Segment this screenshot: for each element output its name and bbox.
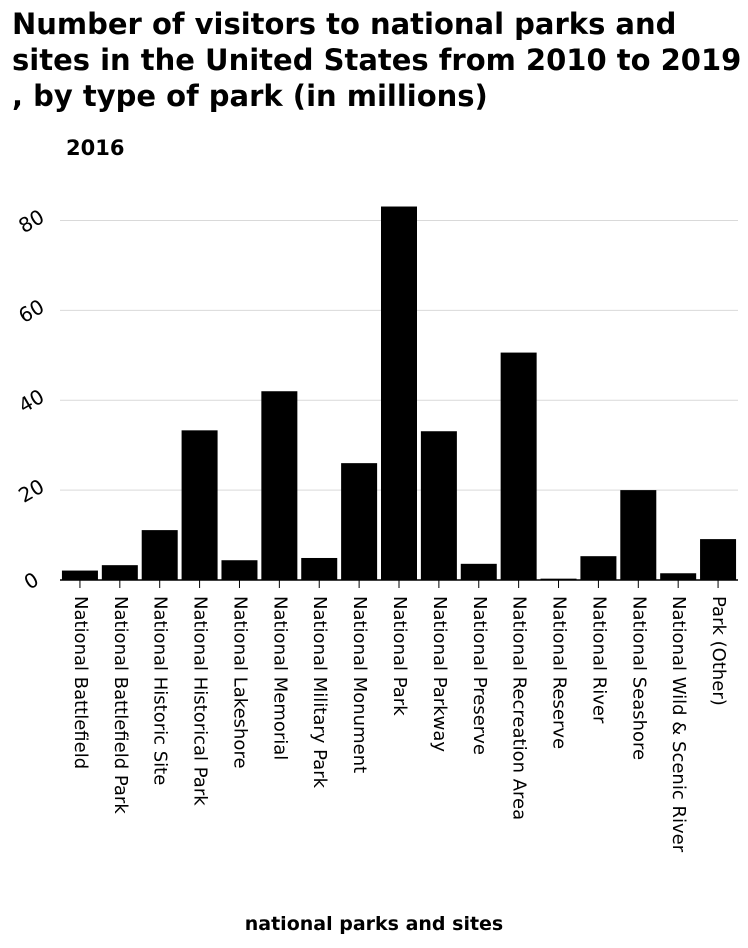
x-tick-label: National Monument [349,596,370,773]
bar [181,430,218,580]
y-tick-label: 20 [14,474,48,508]
x-tick-label: National Seashore [628,596,649,760]
bar [221,560,258,580]
x-tick-label: National Wild & Scenic River [668,596,689,853]
x-tick-label: National Parkway [429,596,450,752]
bar [341,463,378,580]
x-tick-label: National Military Park [309,596,330,789]
bar [61,570,98,580]
bar [500,352,537,580]
bar [381,206,417,581]
x-tick-label: National Battlefield [70,596,91,769]
y-tick-label: 40 [14,384,48,418]
x-tick-label: National Historic Site [150,596,171,785]
x-tick-label: National Battlefield Park [110,596,131,814]
y-tick-label: 0 [20,567,43,594]
bar [700,539,737,580]
x-tick-label: National Historical Park [190,596,211,806]
bar [460,563,497,580]
chart-title: Number of visitors to national parks and… [12,7,742,113]
bar [580,556,617,580]
chart-subtitle: 2016 [66,136,125,160]
bar [101,565,138,580]
x-tick-label: Park (Other) [708,596,729,706]
x-axis [60,579,738,588]
bar [660,573,697,580]
bar [141,530,178,580]
x-tick-label: National Recreation Area [509,596,530,820]
y-tick-label: 80 [14,204,48,238]
x-axis-ticks: National Battlefield National Battlefield… [70,596,729,853]
x-tick-label: National Lakeshore [229,596,250,769]
bar [301,557,338,580]
x-tick-label: National Park [389,596,410,716]
x-tick-label: National Preserve [469,596,490,755]
bar [620,490,657,580]
x-tick-label: National Memorial [269,596,290,760]
bar [420,431,457,580]
bar [261,391,298,580]
x-tick-label: National Reserve [549,596,570,749]
x-tick-label: National River [588,596,609,724]
y-tick-label: 60 [14,294,48,328]
x-axis-label: national parks and sites [244,913,504,935]
y-axis-ticks: 0 20 40 60 80 [14,204,48,594]
bars [61,206,737,581]
